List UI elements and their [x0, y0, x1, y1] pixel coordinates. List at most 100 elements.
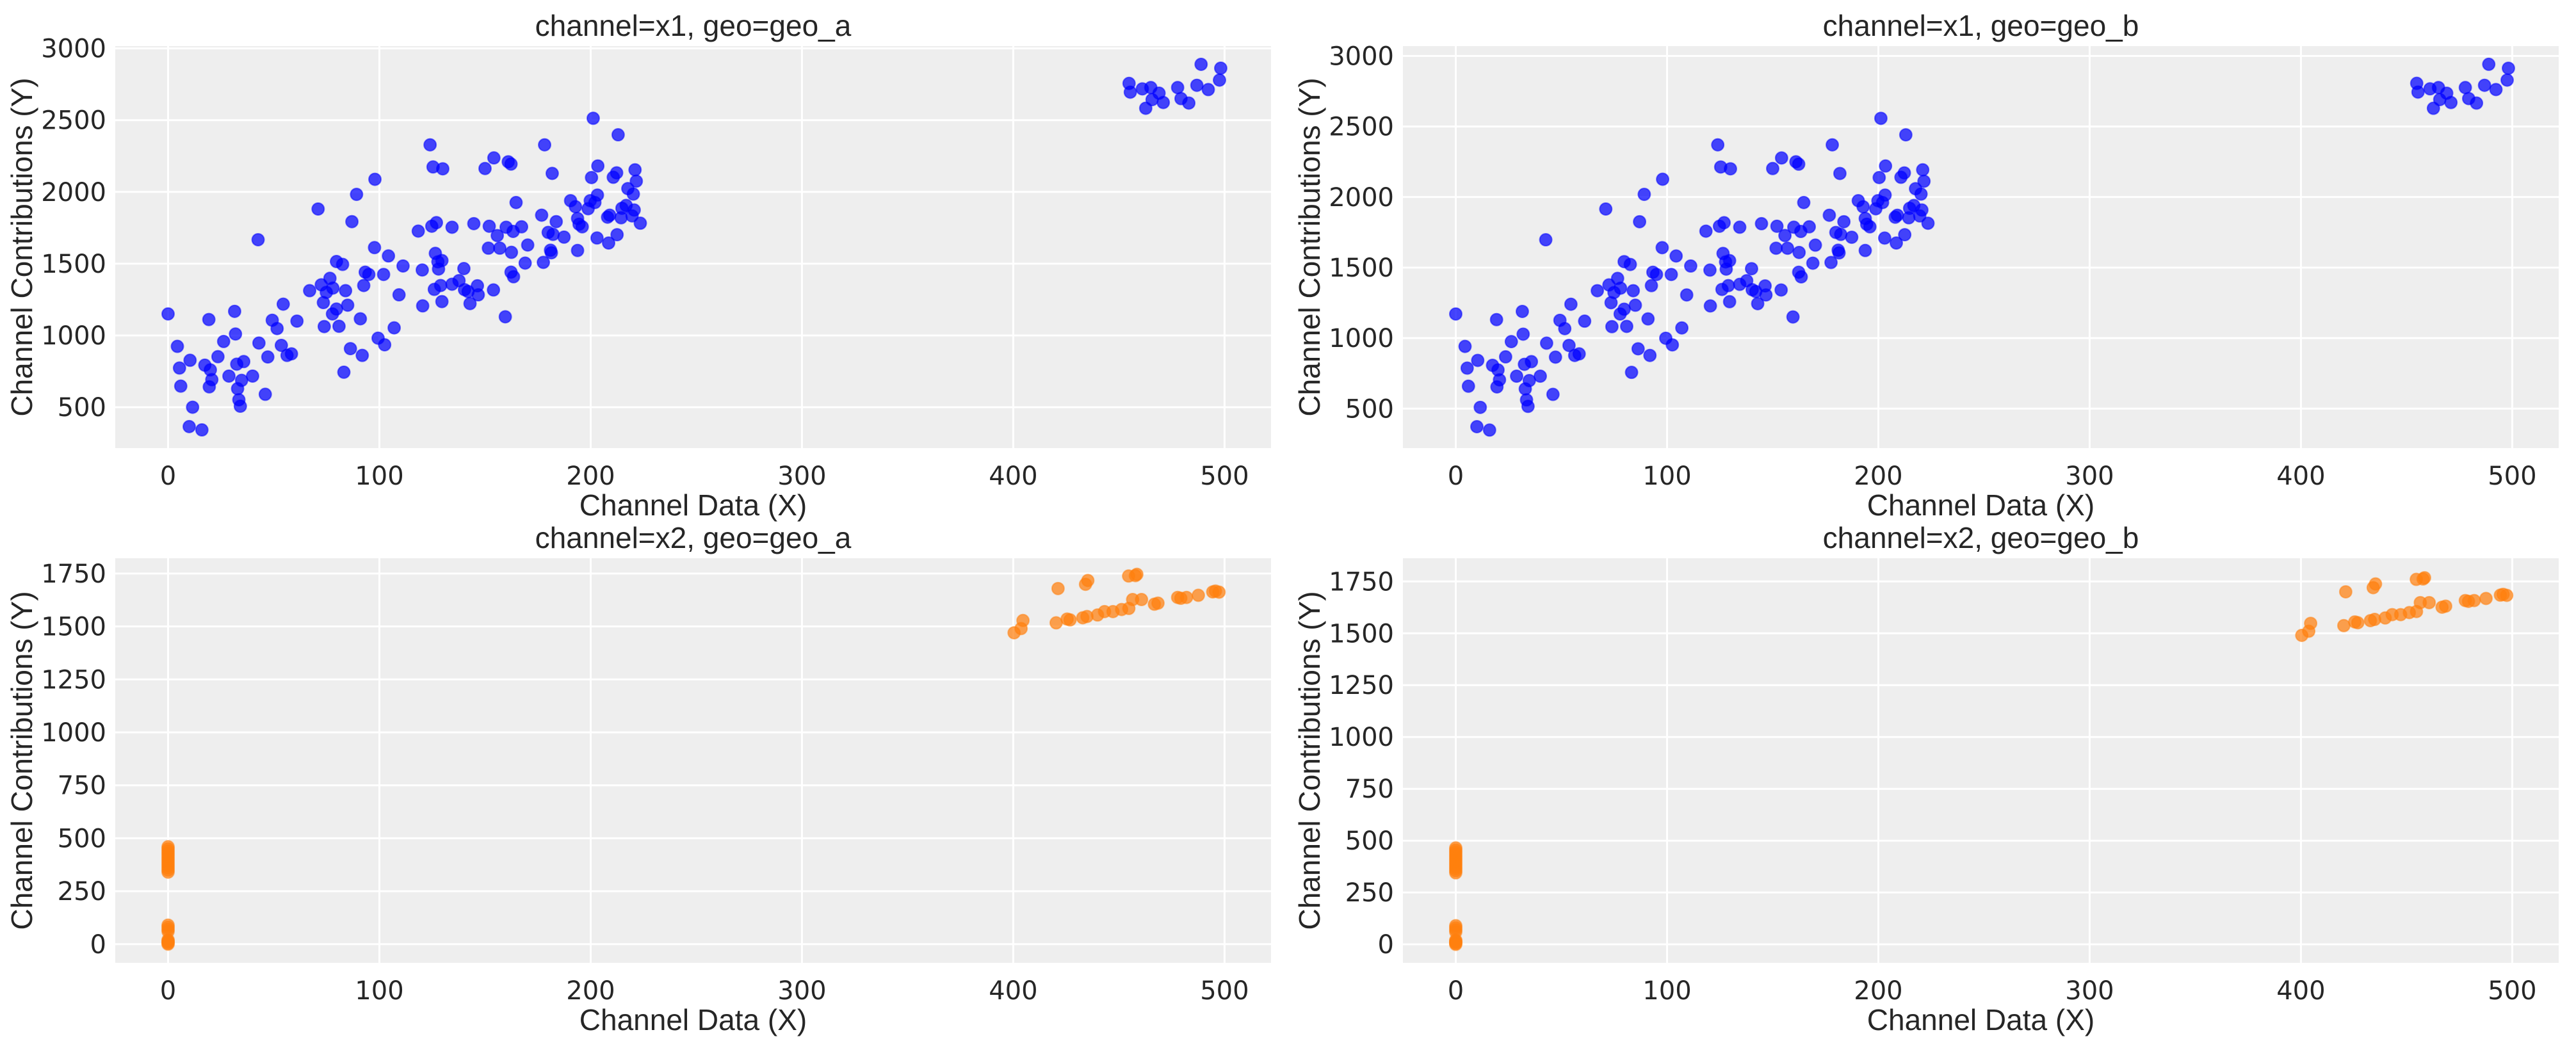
data-point	[170, 339, 184, 353]
data-point	[1711, 138, 1725, 152]
data-point	[1473, 400, 1487, 414]
data-point	[1471, 353, 1485, 367]
data-point	[1448, 919, 1462, 933]
data-point	[1792, 245, 1806, 259]
data-point	[341, 298, 355, 312]
data-point	[1522, 373, 1536, 387]
data-point	[1792, 157, 1806, 171]
data-point	[1770, 219, 1784, 233]
y-axis-label: Channel Contributions (Y)	[5, 77, 38, 416]
y-tick-label: 2000	[41, 178, 106, 207]
data-point	[1890, 236, 1904, 250]
data-point	[357, 278, 371, 293]
data-point	[174, 379, 188, 393]
data-point	[569, 200, 583, 214]
data-point	[161, 918, 175, 932]
y-tick-label: 250	[1345, 878, 1394, 908]
data-point	[628, 163, 642, 177]
data-point	[261, 350, 275, 364]
data-point	[1482, 423, 1496, 437]
data-point	[509, 195, 523, 209]
data-point	[1794, 270, 1808, 284]
data-point	[2489, 83, 2503, 97]
y-tick-label: 500	[58, 824, 106, 853]
data-point	[1723, 162, 1737, 176]
data-point	[202, 380, 216, 394]
data-point	[1808, 238, 1822, 252]
data-point	[1546, 387, 1560, 401]
data-point	[1721, 278, 1735, 293]
scatter-series	[1448, 57, 2515, 437]
data-point	[2444, 95, 2458, 109]
data-point	[1649, 268, 1664, 282]
data-point	[2422, 595, 2436, 609]
data-point	[2438, 599, 2452, 613]
data-point	[1917, 174, 1931, 188]
x-tick-label: 400	[989, 462, 1037, 491]
data-point	[1774, 151, 1788, 165]
data-point	[1213, 61, 1227, 76]
y-tick-label: 2500	[1329, 113, 1394, 142]
x-tick-label: 100	[1642, 462, 1691, 491]
data-point	[1872, 170, 1886, 184]
scatter-series	[161, 567, 1226, 951]
y-tick-label: 1250	[41, 665, 106, 695]
data-point	[182, 419, 196, 433]
x-tick-label: 0	[160, 976, 176, 1006]
data-point	[487, 151, 501, 165]
data-point	[506, 270, 521, 284]
data-point	[1897, 166, 1911, 180]
data-point	[537, 255, 551, 270]
data-point	[1151, 596, 1165, 610]
data-point	[1898, 228, 1912, 242]
data-point	[518, 256, 532, 270]
y-tick-label: 1000	[1329, 324, 1394, 353]
data-point	[172, 361, 186, 375]
data-point	[1834, 227, 1848, 241]
data-point	[1533, 369, 1547, 383]
y-tick-label: 1500	[41, 250, 106, 279]
data-point	[2337, 618, 2351, 632]
data-point	[345, 214, 359, 229]
data-point	[387, 321, 401, 335]
data-point	[2338, 584, 2353, 599]
data-point	[202, 312, 216, 326]
data-point	[332, 319, 346, 334]
data-point	[1759, 288, 1773, 302]
data-point	[521, 238, 535, 252]
data-point	[1680, 288, 1694, 302]
data-point	[1856, 200, 1870, 214]
x-tick-label: 200	[1854, 462, 1902, 491]
data-point	[435, 162, 450, 176]
data-point	[602, 236, 616, 250]
y-tick-label: 750	[58, 771, 106, 801]
data-point	[2500, 73, 2514, 87]
data-point	[355, 348, 369, 362]
data-point	[1212, 585, 1226, 599]
data-point	[1643, 348, 1657, 362]
data-point	[445, 220, 459, 234]
data-point	[1802, 220, 1817, 234]
x-tick-label: 400	[2276, 976, 2325, 1006]
data-point	[2304, 616, 2318, 631]
data-point	[626, 187, 640, 201]
data-point	[487, 283, 501, 297]
data-point	[1448, 841, 1462, 855]
data-point	[1665, 338, 1680, 352]
plot-area	[115, 46, 1271, 448]
y-tick-label: 1500	[41, 613, 106, 642]
data-point	[1717, 216, 1731, 230]
data-point	[435, 254, 449, 268]
subplot-3: 0 100 200 300 400 500 0 250 500 750 1000 1250 1500 17…	[5, 521, 1271, 1036]
data-point	[1490, 380, 1504, 394]
data-point	[317, 319, 331, 334]
data-point	[337, 365, 351, 379]
subplot-title: channel=x2, geo=geo_a	[535, 521, 852, 554]
data-point	[237, 355, 251, 369]
data-point	[1599, 202, 1613, 216]
subplot-title: channel=x2, geo=geo_b	[1823, 521, 2139, 554]
data-point	[1179, 590, 1194, 604]
data-point	[1733, 220, 1747, 234]
y-tick-label: 250	[58, 877, 106, 906]
x-tick-label: 200	[1854, 976, 1902, 1006]
